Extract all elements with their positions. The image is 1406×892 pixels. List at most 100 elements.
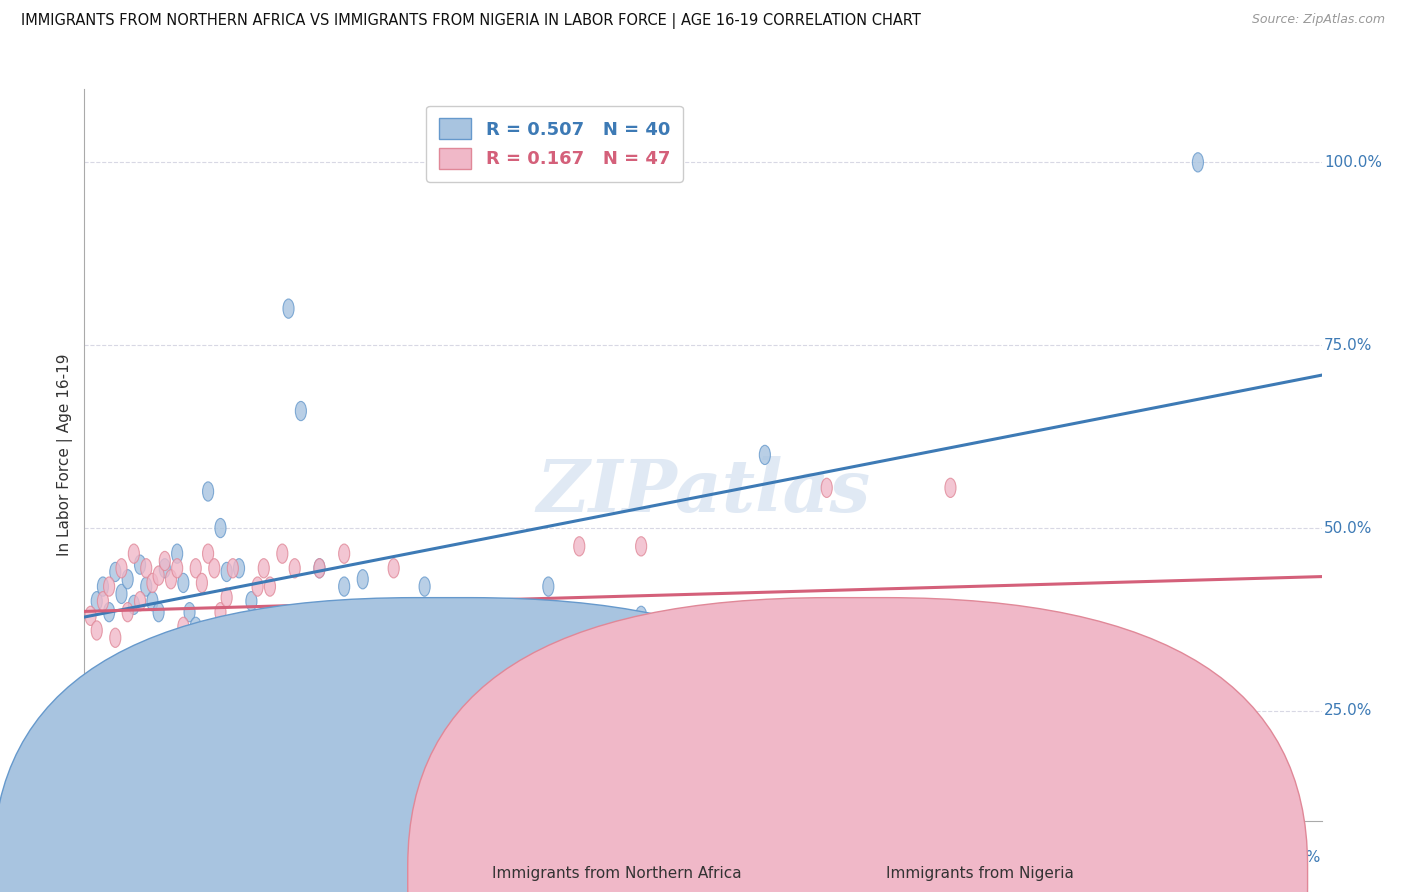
Ellipse shape <box>512 713 523 731</box>
Ellipse shape <box>177 617 188 636</box>
Text: 0.0%: 0.0% <box>84 850 124 865</box>
Ellipse shape <box>1192 153 1204 172</box>
Ellipse shape <box>172 544 183 563</box>
Ellipse shape <box>153 566 165 585</box>
Ellipse shape <box>344 628 356 648</box>
Ellipse shape <box>110 628 121 648</box>
Ellipse shape <box>388 558 399 578</box>
Ellipse shape <box>184 603 195 622</box>
Ellipse shape <box>339 577 350 596</box>
Ellipse shape <box>197 574 208 592</box>
Ellipse shape <box>450 749 461 768</box>
Ellipse shape <box>184 647 195 665</box>
Ellipse shape <box>277 544 288 563</box>
Ellipse shape <box>221 562 232 582</box>
Text: ZIPatlas: ZIPatlas <box>536 456 870 527</box>
Ellipse shape <box>945 478 956 498</box>
Ellipse shape <box>141 577 152 596</box>
Ellipse shape <box>202 482 214 501</box>
Ellipse shape <box>290 558 301 578</box>
Ellipse shape <box>419 713 430 731</box>
Ellipse shape <box>159 551 170 571</box>
Ellipse shape <box>146 574 157 592</box>
Ellipse shape <box>172 558 183 578</box>
Ellipse shape <box>252 577 263 596</box>
Ellipse shape <box>357 570 368 589</box>
Ellipse shape <box>295 668 307 688</box>
Ellipse shape <box>481 687 492 706</box>
Ellipse shape <box>190 617 201 636</box>
Ellipse shape <box>146 591 157 611</box>
Ellipse shape <box>636 607 647 625</box>
Ellipse shape <box>339 544 350 563</box>
Legend: R = 0.507   N = 40, R = 0.167   N = 47: R = 0.507 N = 40, R = 0.167 N = 47 <box>426 105 683 182</box>
Ellipse shape <box>264 607 276 625</box>
Ellipse shape <box>574 537 585 556</box>
Ellipse shape <box>463 734 474 754</box>
Text: IMMIGRANTS FROM NORTHERN AFRICA VS IMMIGRANTS FROM NIGERIA IN LABOR FORCE | AGE : IMMIGRANTS FROM NORTHERN AFRICA VS IMMIG… <box>21 13 921 29</box>
Ellipse shape <box>419 577 430 596</box>
Text: 50.0%: 50.0% <box>1324 521 1372 535</box>
Ellipse shape <box>177 574 188 592</box>
Ellipse shape <box>215 518 226 538</box>
Ellipse shape <box>228 558 239 578</box>
Ellipse shape <box>388 607 399 625</box>
Ellipse shape <box>264 577 276 596</box>
Ellipse shape <box>259 558 270 578</box>
Ellipse shape <box>97 577 108 596</box>
Ellipse shape <box>314 558 325 578</box>
Ellipse shape <box>326 668 337 688</box>
Ellipse shape <box>122 603 134 622</box>
Ellipse shape <box>295 401 307 421</box>
Text: Immigrants from Northern Africa: Immigrants from Northern Africa <box>492 866 742 881</box>
Ellipse shape <box>122 570 134 589</box>
Ellipse shape <box>208 558 219 578</box>
Ellipse shape <box>202 544 214 563</box>
Ellipse shape <box>821 478 832 498</box>
Ellipse shape <box>115 584 127 604</box>
Ellipse shape <box>153 603 165 622</box>
Ellipse shape <box>301 683 312 702</box>
Ellipse shape <box>135 555 146 574</box>
Ellipse shape <box>221 588 232 607</box>
Ellipse shape <box>759 445 770 465</box>
Ellipse shape <box>233 621 245 640</box>
Ellipse shape <box>375 720 387 739</box>
Ellipse shape <box>91 591 103 611</box>
Text: 75.0%: 75.0% <box>1324 338 1372 352</box>
Ellipse shape <box>104 603 115 622</box>
Ellipse shape <box>326 621 337 640</box>
Text: 100.0%: 100.0% <box>1324 155 1382 169</box>
Ellipse shape <box>166 570 177 589</box>
Ellipse shape <box>110 562 121 582</box>
Ellipse shape <box>233 558 245 578</box>
Ellipse shape <box>450 687 461 706</box>
Ellipse shape <box>104 577 115 596</box>
Ellipse shape <box>128 544 139 563</box>
Ellipse shape <box>128 595 139 615</box>
Ellipse shape <box>97 591 108 611</box>
Ellipse shape <box>115 558 127 578</box>
Ellipse shape <box>239 635 250 655</box>
Ellipse shape <box>135 591 146 611</box>
Text: 20.0%: 20.0% <box>1274 850 1322 865</box>
Ellipse shape <box>499 771 510 790</box>
Ellipse shape <box>636 537 647 556</box>
Ellipse shape <box>84 607 96 625</box>
Y-axis label: In Labor Force | Age 16-19: In Labor Force | Age 16-19 <box>58 353 73 557</box>
Text: Source: ZipAtlas.com: Source: ZipAtlas.com <box>1251 13 1385 27</box>
Ellipse shape <box>270 610 281 629</box>
Ellipse shape <box>215 603 226 622</box>
Text: 25.0%: 25.0% <box>1324 704 1372 718</box>
Ellipse shape <box>246 591 257 611</box>
Ellipse shape <box>141 558 152 578</box>
Ellipse shape <box>190 558 201 578</box>
Ellipse shape <box>91 621 103 640</box>
Text: Immigrants from Nigeria: Immigrants from Nigeria <box>886 866 1074 881</box>
Ellipse shape <box>543 577 554 596</box>
Ellipse shape <box>252 617 263 636</box>
Ellipse shape <box>246 668 257 688</box>
Ellipse shape <box>283 299 294 318</box>
Ellipse shape <box>314 558 325 578</box>
Ellipse shape <box>159 558 170 578</box>
